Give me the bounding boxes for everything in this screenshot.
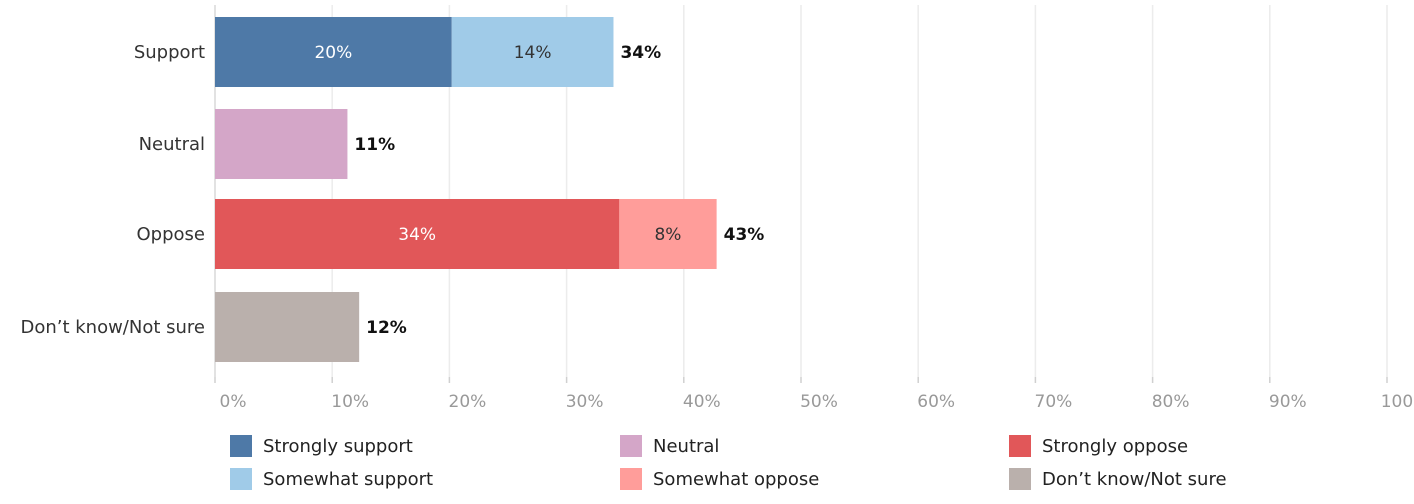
total-label: 43% [724,225,765,245]
category-label: Oppose [137,224,205,245]
segment-label: 34% [398,225,436,245]
segment-label: 14% [514,43,552,63]
segment-label: 8% [654,225,681,245]
x-tick-label: 70% [1035,392,1073,412]
bar-segment [215,199,620,269]
x-tick-label: 80% [1152,392,1190,412]
total-label: 34% [620,43,661,63]
x-tick-label: 10% [331,392,369,412]
x-tick-label: 60% [917,392,955,412]
bar-segment [215,17,452,87]
category-label: Neutral [139,134,205,155]
total-label: 11% [354,135,395,155]
x-tick-label: 50% [800,392,838,412]
x-tick-label: 90% [1269,392,1307,412]
total-label: 12% [366,318,407,338]
segment-label: 20% [314,43,352,63]
x-tick-label: 30% [566,392,604,412]
bar-segment [215,292,360,362]
x-tick-label: 40% [683,392,721,412]
x-tick-label: 100% [1381,392,1414,412]
category-label: Support [134,42,205,63]
bar-segment [451,17,614,87]
bar-segment [619,199,717,269]
category-label: Don’t know/Not sure [20,317,205,338]
x-tick-label: 20% [449,392,487,412]
x-tick-label: 0% [220,392,247,412]
bar-segment [215,109,348,179]
